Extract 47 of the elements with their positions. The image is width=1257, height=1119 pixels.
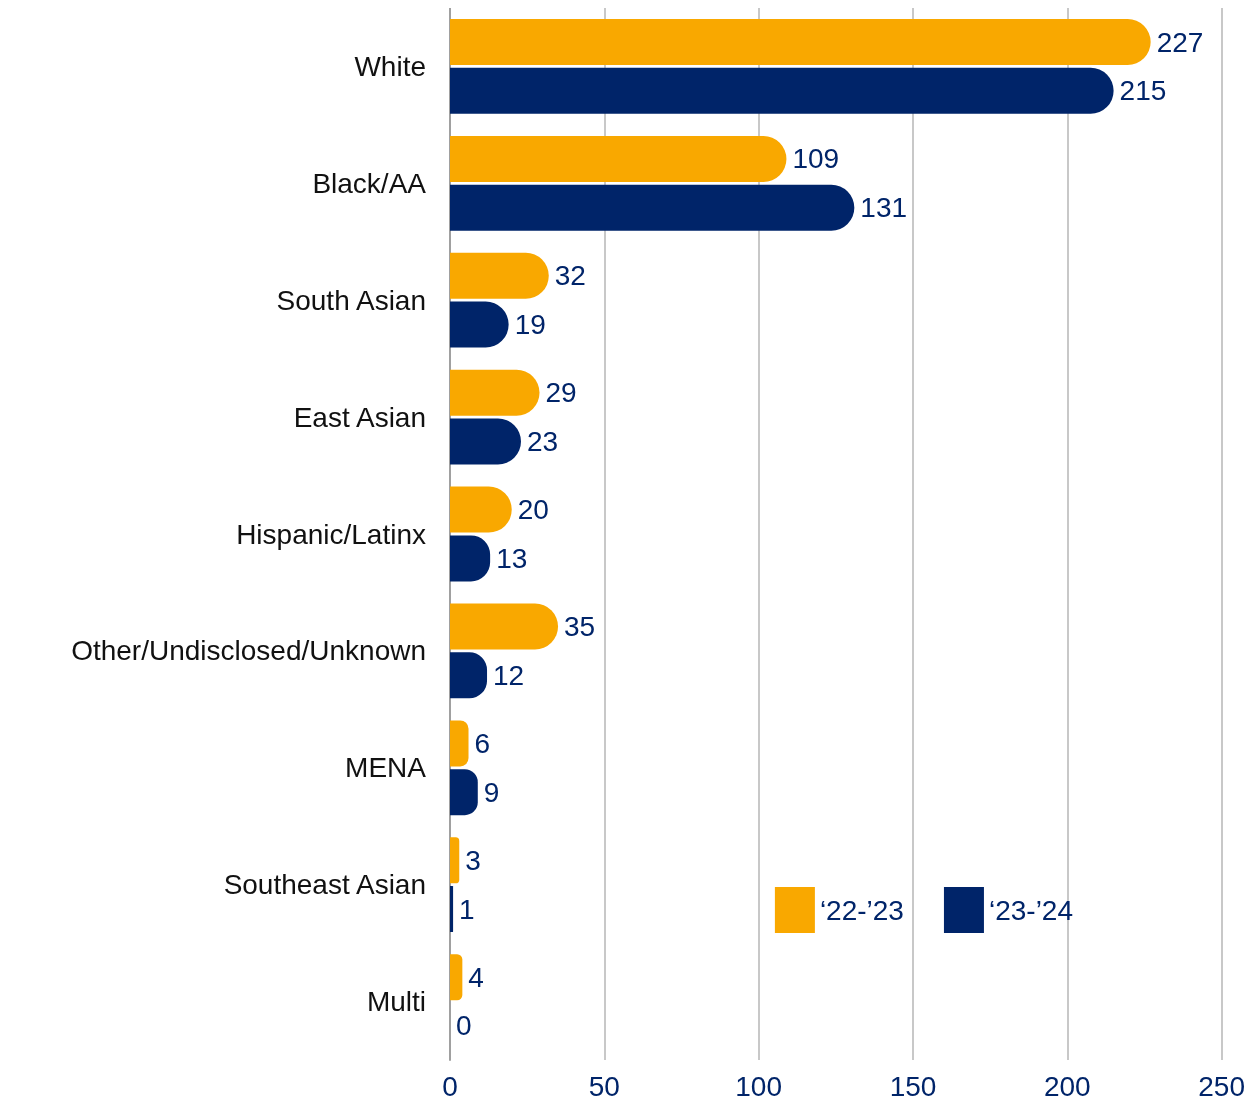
data-label: 227 — [1156, 26, 1204, 58]
data-label: 13 — [496, 542, 528, 574]
data-label: 6 — [474, 727, 491, 759]
data-label: 131 — [860, 192, 908, 224]
data-label: 23 — [526, 425, 559, 457]
bar — [450, 19, 1151, 66]
x-tick-label: 150 — [889, 1070, 937, 1102]
x-tick-label: 0 — [442, 1070, 458, 1102]
y-tick-label: MENA — [345, 752, 427, 784]
bar — [450, 67, 1114, 114]
bar — [450, 135, 787, 182]
data-label: 32 — [554, 260, 586, 292]
y-tick-label: White — [354, 50, 426, 82]
legend-label: ‘23-’24 — [988, 894, 1074, 926]
y-tick-label: Southeast Asian — [223, 869, 426, 901]
data-label: 1 — [459, 893, 475, 925]
data-label: 9 — [483, 776, 500, 808]
y-tick-label: Hispanic/Latinx — [236, 518, 426, 550]
data-label: 215 — [1119, 75, 1167, 107]
data-label: 109 — [792, 143, 840, 175]
bar — [450, 369, 540, 416]
x-tick-label: 100 — [735, 1070, 783, 1102]
y-tick-label: Multi — [366, 986, 426, 1018]
data-label: 0 — [456, 1010, 472, 1042]
legend-label: ‘22-’23 — [819, 894, 904, 926]
bar — [450, 252, 549, 299]
data-label: 3 — [465, 844, 481, 876]
x-tick-label: 50 — [588, 1070, 620, 1102]
bar — [450, 769, 478, 816]
bar — [450, 954, 463, 1001]
y-tick-label: Black/AA — [312, 167, 427, 199]
bar — [450, 886, 454, 933]
y-tick-label: South Asian — [276, 284, 426, 316]
data-label: 29 — [545, 377, 577, 409]
bar — [450, 720, 469, 767]
y-tick-label: East Asian — [293, 401, 426, 433]
bar — [450, 184, 855, 231]
data-label: 12 — [493, 659, 525, 691]
data-label: 19 — [514, 309, 546, 341]
bar — [450, 837, 460, 884]
bar — [450, 603, 559, 650]
x-tick-label: 200 — [1043, 1070, 1091, 1102]
y-tick-label: Other/Undisclosed/Unknown — [71, 635, 426, 667]
data-label: 4 — [468, 961, 484, 993]
data-label: 35 — [564, 611, 596, 643]
x-tick-label: 250 — [1198, 1070, 1245, 1102]
data-label: 20 — [517, 494, 549, 526]
